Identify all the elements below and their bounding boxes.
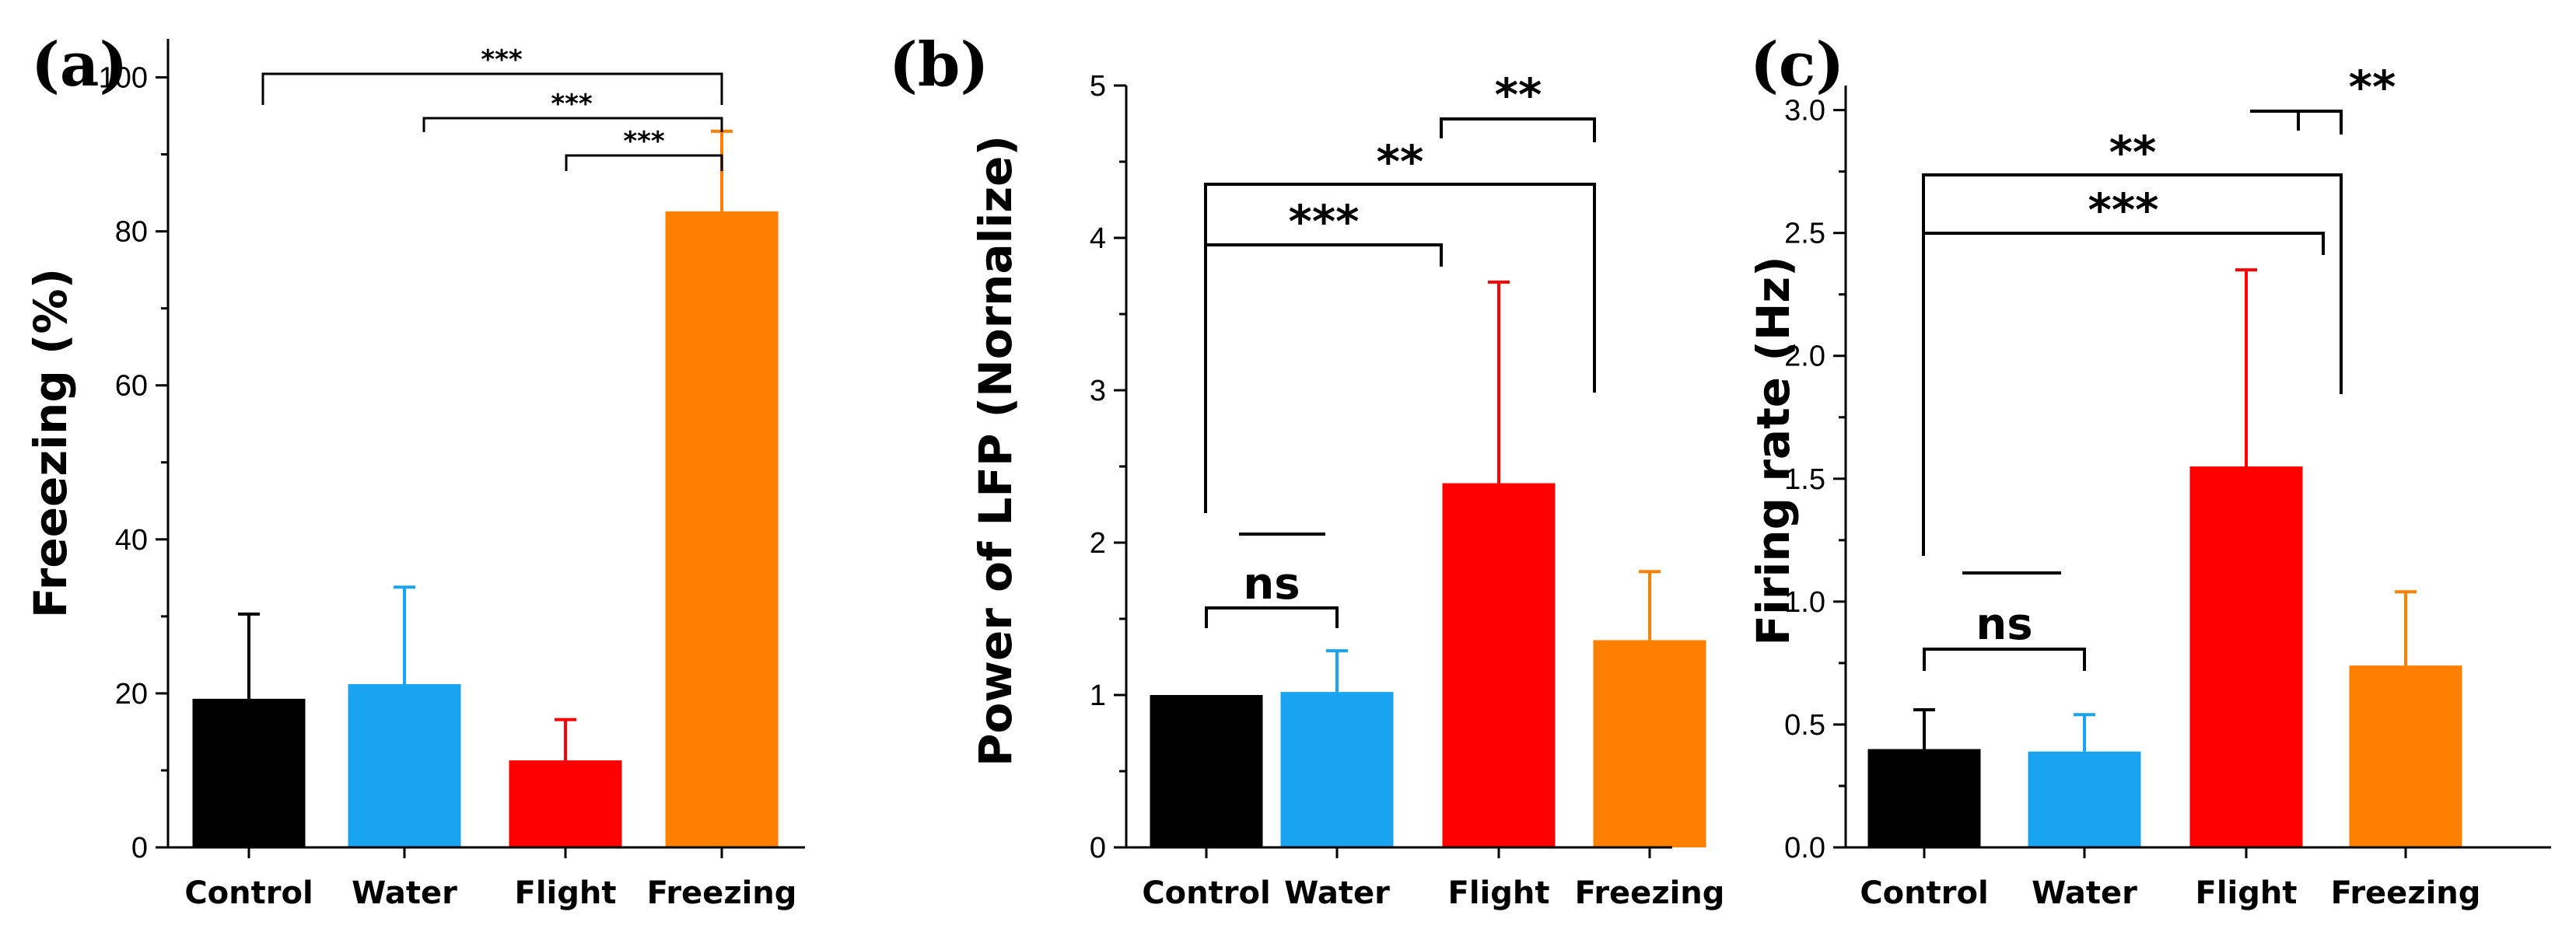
significance-label: ** (2109, 126, 2157, 179)
chart-panel-c: (c) Firing rate (Hz) Control Water Flight Fre… (1747, 30, 2551, 911)
x-tick-label: Flight (1448, 875, 1550, 911)
bar-water (2028, 751, 2141, 847)
y-tick-label: 5 (1090, 70, 1106, 103)
y-tick-label: 80 (115, 216, 148, 249)
bar-freezing (665, 211, 779, 847)
significance-label: ns (1976, 599, 2032, 650)
y-axis-title: Firing rate (Hz) (1747, 256, 1800, 645)
significance-bracket (1923, 648, 2086, 671)
significance-bracket (1440, 117, 1596, 142)
y-tick-label: 40 (115, 524, 148, 557)
significance-label: *** (2088, 183, 2159, 236)
significance-label: *** (1289, 195, 1360, 248)
y-tick-label: 1.5 (1784, 463, 1825, 496)
y-tick-label: 2.0 (1784, 341, 1825, 373)
x-tick-label: Flight (515, 875, 617, 911)
significance-label: *** (623, 126, 665, 157)
x-tick-label: Water (352, 875, 457, 911)
y-tick-label: 0 (1090, 832, 1106, 864)
x-tick-label: Flight (2196, 875, 2298, 911)
bar-freezing (2349, 665, 2462, 847)
y-tick-label: 0.0 (1784, 832, 1825, 864)
bar-flight (509, 760, 622, 847)
significance-bracket (1204, 183, 1596, 393)
panel-label: (a) (31, 30, 128, 100)
bar-control (1150, 695, 1263, 847)
significance-bracket (2297, 110, 2343, 134)
significance-label: ns (1243, 559, 1300, 609)
bar-flight (2189, 466, 2303, 847)
x-tick-label: Freezing (2331, 875, 2481, 911)
x-tick-label: Control (184, 875, 313, 911)
significance-bracket (1205, 606, 1339, 628)
significance-label: ** (1377, 135, 1424, 188)
significance-bracket (565, 154, 723, 171)
y-tick-label: 1.0 (1784, 586, 1825, 619)
significance-bracket (1922, 232, 2325, 255)
y-axis-title: Power of LFP (Nornalize) (969, 135, 1022, 767)
y-tick-label: 1 (1090, 679, 1106, 712)
panel-label: (c) (1750, 30, 1844, 100)
x-tick-label: Freezing (647, 875, 797, 911)
chart-panel-a: (a) Freeezing (%) Control Water Flight Freezi… (24, 30, 805, 911)
y-tick-label: 2.5 (1784, 218, 1825, 250)
y-tick-label: 60 (115, 370, 148, 403)
x-tick-label: Control (1860, 875, 1988, 911)
panel-label: (b) (889, 30, 989, 100)
y-axis-title: Freeezing (%) (24, 268, 77, 618)
significance-label: ** (2349, 61, 2396, 114)
x-tick-label: Water (2032, 875, 2137, 911)
y-tick-label: 3 (1090, 375, 1106, 407)
y-tick-label: 20 (115, 678, 148, 711)
significance-label: *** (551, 89, 593, 120)
significance-bracket (1204, 243, 1443, 267)
y-tick-label: 0 (131, 832, 148, 864)
bar-freezing (1593, 640, 1706, 847)
y-tick-label: 100 (99, 62, 148, 95)
bar-water (348, 684, 461, 847)
significance-bracket (422, 117, 723, 132)
bar-water (1280, 692, 1394, 847)
bar-control (192, 698, 306, 847)
significance-label: ** (1495, 68, 1542, 121)
bar-control (1867, 749, 1981, 847)
x-tick-label: Control (1142, 875, 1270, 911)
chart-panel-b: (b) Power of LFP (Nornalize) Control Water F… (889, 30, 1724, 911)
significance-bracket (261, 72, 723, 105)
y-tick-label: 2 (1090, 527, 1106, 560)
significance-label: *** (481, 44, 523, 75)
x-tick-label: Freezing (1575, 875, 1725, 911)
y-tick-label: 0.5 (1784, 709, 1825, 742)
y-tick-label: 3.0 (1784, 95, 1825, 127)
y-tick-label: 4 (1090, 222, 1106, 255)
x-tick-label: Water (1284, 875, 1390, 911)
bar-flight (1442, 483, 1556, 847)
